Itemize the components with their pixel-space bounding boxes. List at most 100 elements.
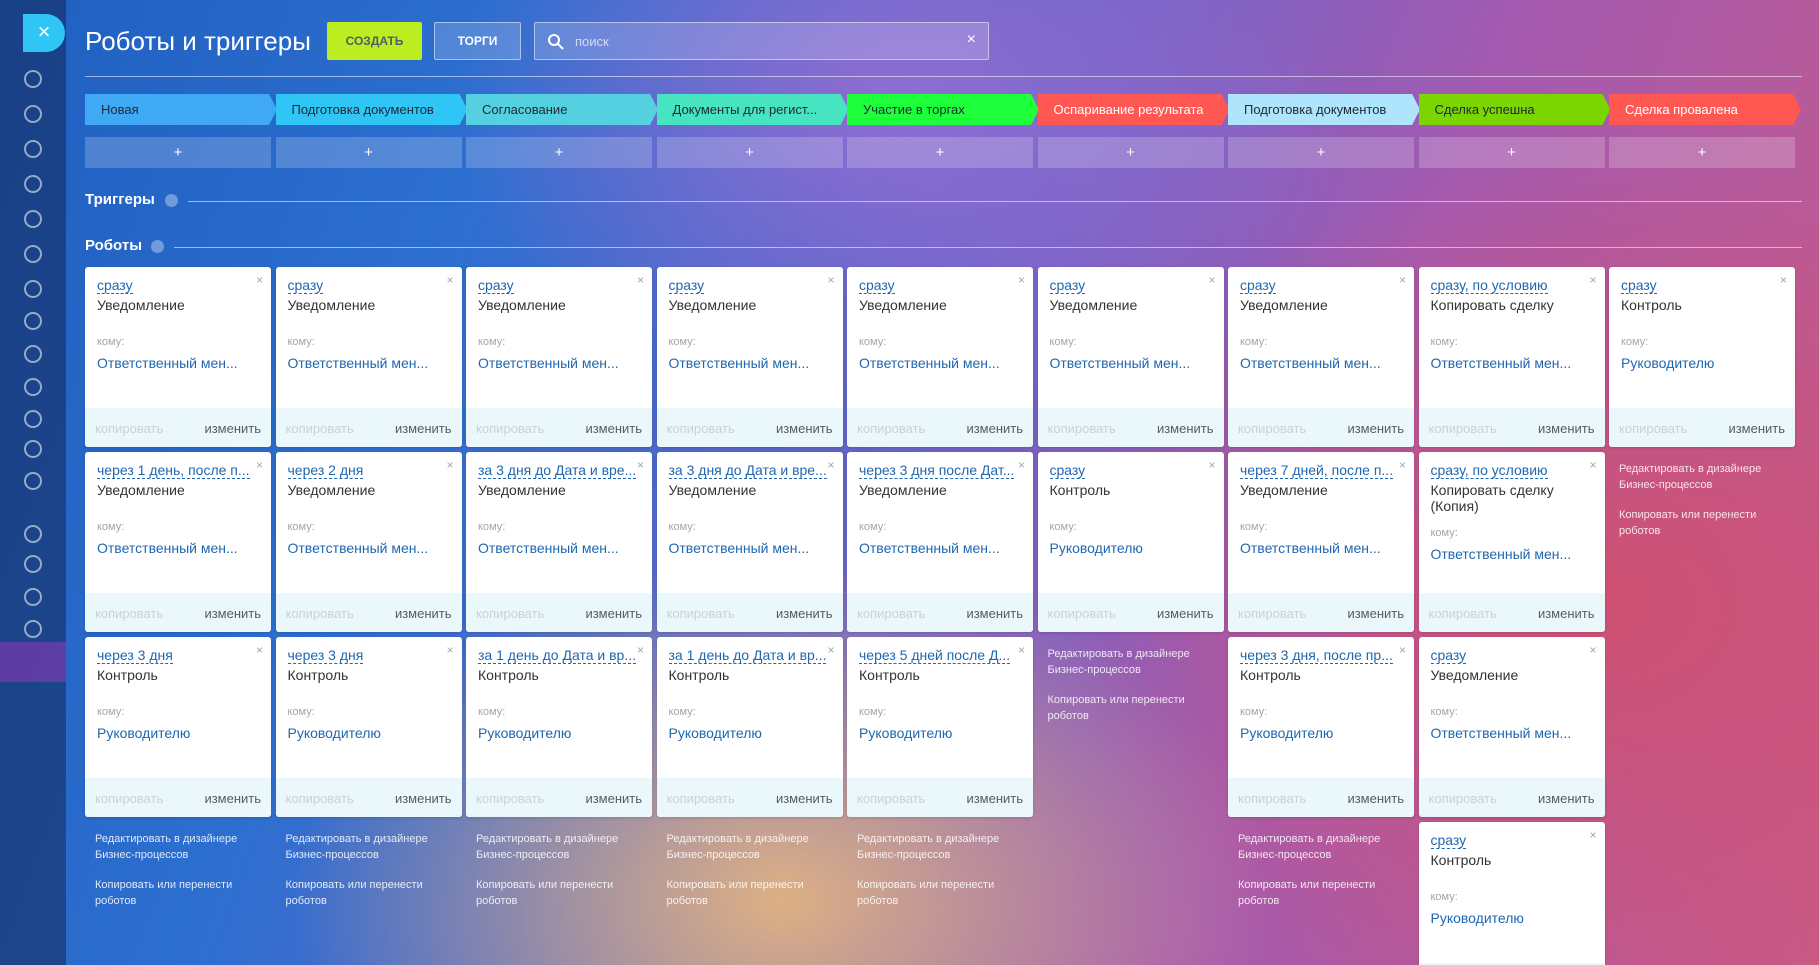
add-trigger[interactable]: + (466, 137, 652, 168)
edit-button[interactable]: изменить (775, 421, 833, 436)
close-button[interactable]: × (23, 14, 65, 52)
edit-button[interactable]: изменить (585, 421, 642, 436)
copy-move-link[interactable]: Копировать или перенести роботов (1047, 694, 1185, 722)
copy-move-link[interactable]: Копировать или перенести роботов (95, 879, 233, 907)
robot-condition[interactable]: через 5 дней после Д... (859, 647, 1011, 664)
robot-condition[interactable]: через 3 дня, после пр... (1240, 647, 1393, 664)
sidebar-icon[interactable] (24, 440, 42, 458)
delete-button[interactable]: × (1017, 273, 1025, 287)
copy-button[interactable]: копировать (1238, 606, 1307, 621)
robot-condition[interactable]: через 3 дня (287, 647, 364, 664)
delete-button[interactable]: × (255, 458, 263, 472)
sidebar-icon[interactable] (24, 378, 42, 396)
delete-button[interactable]: × (636, 458, 644, 472)
delete-button[interactable]: × (446, 273, 454, 287)
edit-button[interactable]: изменить (394, 421, 452, 436)
edit-button[interactable]: изменить (1156, 606, 1214, 621)
copy-move-link[interactable]: Копировать или перенести роботов (1238, 879, 1376, 907)
copy-button[interactable]: копировать (857, 421, 926, 436)
robot-condition[interactable]: сразу (1240, 277, 1276, 294)
sidebar-icon[interactable] (24, 555, 42, 573)
filter-button[interactable]: ТОРГИ (434, 22, 521, 60)
robot-condition[interactable]: сразу (287, 277, 324, 294)
copy-move-link[interactable]: Копировать или перенести роботов (285, 879, 423, 907)
copy-button[interactable]: копировать (1238, 421, 1307, 436)
add-trigger[interactable]: + (847, 137, 1033, 168)
copy-button[interactable]: копировать (666, 421, 735, 436)
delete-button[interactable]: × (827, 273, 835, 287)
sidebar-icon[interactable] (24, 105, 42, 123)
robot-condition[interactable]: сразу (1049, 277, 1086, 294)
delete-button[interactable]: × (1017, 458, 1025, 472)
designer-link[interactable]: Редактировать в дизайнере Бизнес-процесс… (1238, 833, 1381, 861)
edit-button[interactable]: изменить (394, 791, 452, 806)
robot-condition[interactable]: сразу (1621, 277, 1657, 294)
delete-button[interactable]: × (1017, 643, 1025, 657)
edit-button[interactable]: изменить (204, 606, 261, 621)
robot-condition[interactable]: сразу (859, 277, 895, 294)
robot-condition[interactable]: через 3 дня (97, 647, 173, 664)
designer-link[interactable]: Редактировать в дизайнере Бизнес-процесс… (285, 833, 428, 861)
robot-condition[interactable]: сразу (1430, 647, 1467, 664)
copy-button[interactable]: копировать (857, 606, 926, 621)
edit-button[interactable]: изменить (585, 606, 642, 621)
edit-button[interactable]: изменить (585, 791, 642, 806)
delete-button[interactable]: × (1398, 458, 1406, 472)
sidebar-icon[interactable] (24, 588, 42, 606)
sidebar-icon[interactable] (24, 280, 42, 298)
edit-button[interactable]: изменить (775, 606, 833, 621)
delete-button[interactable]: × (636, 273, 644, 287)
search-box[interactable]: поиск × (534, 22, 989, 60)
copy-button[interactable]: копировать (1047, 606, 1116, 621)
edit-button[interactable]: изменить (204, 791, 261, 806)
sidebar-icon[interactable] (24, 472, 42, 490)
delete-button[interactable]: × (1398, 643, 1406, 657)
robot-condition[interactable]: через 3 дня после Дат... (859, 462, 1015, 479)
copy-button[interactable]: копировать (857, 791, 926, 806)
sidebar-icon[interactable] (24, 410, 42, 428)
designer-link[interactable]: Редактировать в дизайнере Бизнес-процесс… (857, 833, 1000, 861)
copy-button[interactable]: копировать (95, 606, 164, 621)
delete-button[interactable]: × (636, 643, 644, 657)
copy-move-link[interactable]: Копировать или перенести роботов (476, 879, 614, 907)
robot-condition[interactable]: сразу (1430, 832, 1467, 849)
robot-condition[interactable]: за 1 день до Дата и вр... (668, 647, 827, 664)
designer-link[interactable]: Редактировать в дизайнере Бизнес-процесс… (666, 833, 809, 861)
designer-link[interactable]: Редактировать в дизайнере Бизнес-процесс… (95, 833, 238, 861)
delete-button[interactable]: × (827, 643, 835, 657)
copy-button[interactable]: копировать (666, 606, 735, 621)
edit-button[interactable]: изменить (966, 421, 1023, 436)
add-trigger[interactable]: + (656, 137, 843, 168)
help-icon[interactable] (151, 240, 164, 253)
robot-condition[interactable]: сразу (1049, 462, 1086, 479)
copy-move-link[interactable]: Копировать или перенести роботов (666, 879, 804, 907)
designer-link[interactable]: Редактировать в дизайнере Бизнес-процесс… (1619, 463, 1762, 491)
robot-condition[interactable]: сразу, по условию (1430, 277, 1548, 294)
sidebar-icon[interactable] (24, 312, 42, 330)
copy-button[interactable]: копировать (1619, 421, 1688, 436)
copy-button[interactable]: копировать (666, 791, 735, 806)
delete-button[interactable]: × (1589, 273, 1597, 287)
edit-button[interactable]: изменить (204, 421, 261, 436)
edit-button[interactable]: изменить (966, 606, 1023, 621)
copy-button[interactable]: копировать (1428, 421, 1497, 436)
copy-button[interactable]: копировать (285, 606, 354, 621)
sidebar-icon[interactable] (24, 345, 42, 363)
edit-button[interactable]: изменить (1728, 421, 1785, 436)
robot-condition[interactable]: сразу (478, 277, 514, 294)
create-button[interactable]: СОЗДАТЬ (327, 22, 422, 60)
delete-button[interactable]: × (255, 643, 263, 657)
edit-button[interactable]: изменить (966, 791, 1023, 806)
designer-link[interactable]: Редактировать в дизайнере Бизнес-процесс… (476, 833, 619, 861)
delete-button[interactable]: × (1208, 458, 1216, 472)
robot-condition[interactable]: через 7 дней, после п... (1240, 462, 1394, 479)
delete-button[interactable]: × (1589, 828, 1597, 842)
copy-button[interactable]: копировать (285, 791, 354, 806)
edit-button[interactable]: изменить (1537, 606, 1595, 621)
delete-button[interactable]: × (255, 273, 263, 287)
robot-condition[interactable]: через 1 день, после п... (97, 462, 250, 479)
copy-button[interactable]: копировать (1428, 606, 1497, 621)
delete-button[interactable]: × (446, 458, 454, 472)
robot-condition[interactable]: сразу (97, 277, 133, 294)
robot-condition[interactable]: сразу (668, 277, 705, 294)
